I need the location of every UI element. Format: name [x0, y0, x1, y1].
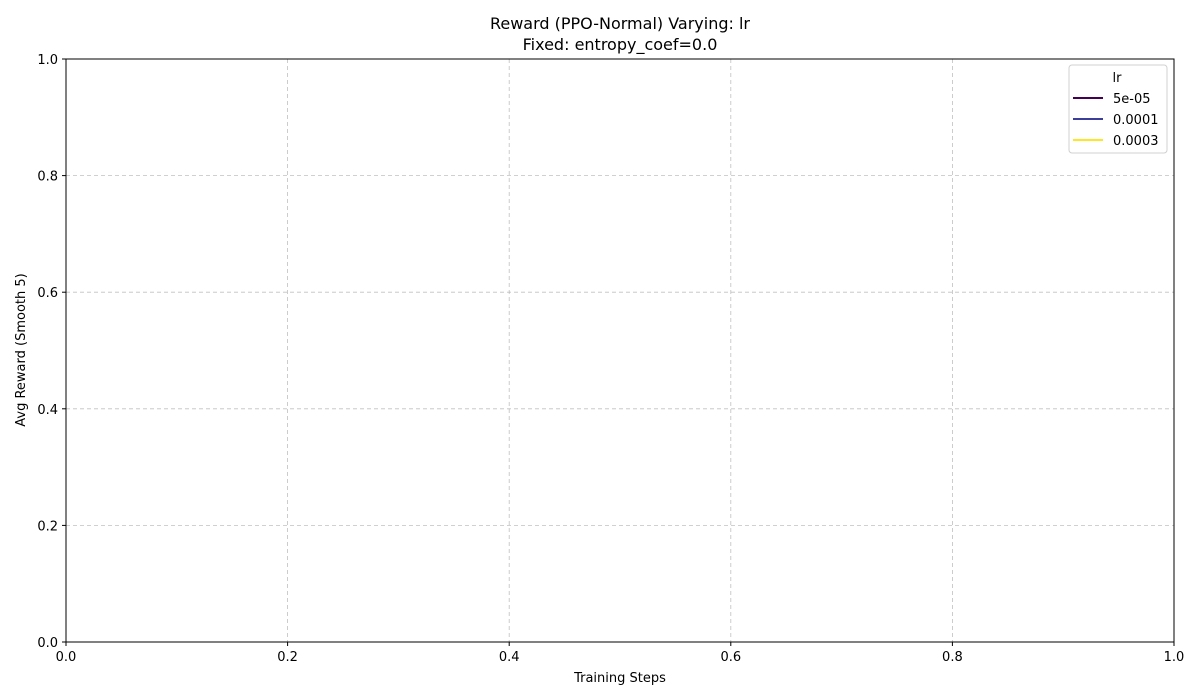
grid: [65, 58, 1175, 643]
x-tick-label: 0.6: [720, 650, 741, 665]
y-tick-label: 0.6: [37, 286, 58, 301]
legend-label: 0.0003: [1113, 134, 1159, 149]
legend-frame: [1068, 64, 1168, 154]
axis-ticks: 0.0 0.2 0.4 0.6 0.8 1.0 0.0 0.2 0.4 0.6 0.8 1.0: [37, 53, 1184, 665]
x-axis-label: Training Steps: [573, 671, 666, 686]
y-tick-label: 0.0: [37, 636, 58, 651]
legend-label: 5e-05: [1113, 92, 1151, 107]
legend-entries: 5e-05 0.0001 0.0003: [1073, 92, 1159, 149]
chart-subtitle: Fixed: entropy_coef=0.0: [523, 35, 718, 55]
x-tick-label: 1.0: [1164, 650, 1185, 665]
x-tick-label: 0.8: [942, 650, 963, 665]
legend-title: lr: [1113, 71, 1123, 86]
y-axis-label: Avg Reward (Smooth 5): [14, 273, 29, 426]
legend-label: 0.0001: [1113, 113, 1159, 128]
x-tick-label: 0.0: [56, 650, 77, 665]
x-tick-label: 0.2: [277, 650, 298, 665]
legend: lr 5e-05 0.0001 0.0003: [1068, 64, 1168, 154]
plot-area: [65, 58, 1175, 643]
y-tick-label: 0.4: [37, 403, 58, 418]
y-tick-label: 1.0: [37, 53, 58, 68]
x-tick-label: 0.4: [499, 650, 520, 665]
chart-title: Reward (PPO-Normal) Varying: lr: [490, 14, 750, 33]
y-tick-label: 0.8: [37, 170, 58, 185]
y-tick-label: 0.2: [37, 519, 58, 534]
